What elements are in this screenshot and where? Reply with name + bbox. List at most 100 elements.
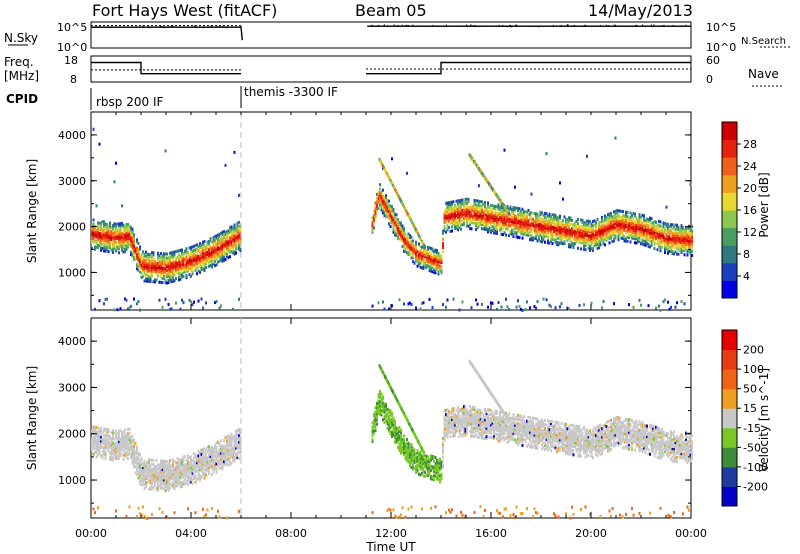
velocity-echo [236, 441, 239, 445]
power-echo [553, 219, 555, 223]
power-echo [599, 243, 602, 247]
power-echo [475, 211, 477, 215]
power-echo [548, 220, 551, 224]
power-echo [602, 237, 605, 241]
power-echo [410, 248, 413, 252]
power-echo-near [536, 300, 539, 304]
power-echo [449, 209, 452, 213]
power-echo [197, 255, 200, 259]
power-echo [379, 183, 381, 187]
power-echo [187, 265, 189, 269]
velocity-echo [166, 466, 168, 470]
velocity-echo [226, 447, 228, 451]
power-echo [614, 226, 617, 230]
velocity-echo [220, 466, 222, 470]
power-echo [239, 238, 242, 242]
velocity-echo [116, 454, 119, 458]
power-echo [662, 233, 665, 237]
power-echo [608, 218, 611, 222]
power-echo [503, 214, 506, 218]
velocity-echo [220, 457, 222, 461]
power-echo [595, 224, 597, 228]
power-echo [92, 234, 95, 238]
power-echo [647, 236, 650, 240]
power-echo [131, 235, 134, 239]
power-echo [646, 234, 648, 238]
velocity-echo [112, 441, 114, 445]
power-echo [670, 225, 672, 229]
power-echo [137, 248, 140, 252]
power-echo [127, 235, 129, 239]
power-echo [629, 240, 632, 244]
power-echo [158, 280, 161, 284]
velocity-echo-near [92, 507, 95, 511]
power-echo [628, 233, 630, 237]
power-echo [503, 220, 506, 224]
power-echo [388, 222, 390, 226]
power-echo [523, 226, 525, 230]
velocity-echo [179, 483, 182, 487]
power-echo [586, 240, 588, 244]
power-echo [134, 247, 137, 251]
power-echo [613, 231, 615, 235]
power-echo [440, 271, 443, 275]
power-echo [211, 255, 213, 259]
power-echo [463, 202, 465, 206]
velocity-echo [197, 460, 200, 464]
velocity-echo [164, 480, 167, 484]
power-echo [475, 199, 477, 203]
nsky-noise-dot [109, 26, 111, 29]
power-echo [557, 220, 560, 224]
power-echo [139, 259, 141, 263]
power-echo [106, 239, 108, 243]
velocity-echo [175, 478, 177, 482]
power-echo [116, 228, 119, 232]
power-echo [497, 219, 500, 223]
power-echo [542, 221, 545, 225]
power-echo [563, 234, 566, 238]
power-echo [574, 223, 576, 227]
power-echo [613, 233, 615, 237]
power-echo [379, 203, 381, 207]
power-echo [463, 212, 465, 216]
power-echo [382, 205, 384, 209]
power-echo [547, 241, 549, 245]
power-echo [479, 216, 482, 220]
power-echo [572, 243, 575, 247]
velocity-echo [131, 453, 134, 457]
power-echo [179, 257, 182, 261]
power-echo [535, 226, 537, 230]
velocity-echo [376, 412, 378, 416]
power-echo [659, 230, 662, 234]
velocity-echo [118, 450, 120, 454]
power-echo [395, 221, 398, 225]
power-echo [659, 224, 662, 228]
power-echo [542, 223, 545, 227]
power-echo [469, 227, 471, 231]
power-echo [520, 228, 522, 232]
power-echo [400, 234, 402, 238]
power-echo [149, 253, 152, 257]
power-echo [457, 220, 459, 224]
power-echo [160, 262, 162, 266]
power-echo [436, 255, 438, 259]
power-echo [212, 235, 215, 239]
power-echo [545, 234, 548, 238]
power-echo [643, 224, 645, 228]
velocity-echo [124, 445, 126, 449]
velocity-echo [383, 408, 386, 412]
power-echo [109, 225, 111, 229]
power-echo [653, 232, 656, 236]
power-echo [148, 255, 150, 259]
velocity-echo [173, 470, 176, 474]
power-echo [524, 228, 527, 232]
power-echo [215, 255, 218, 259]
power-echo [101, 246, 104, 250]
power-echo [232, 234, 234, 238]
power-echo [236, 236, 239, 240]
velocity-echo [161, 467, 164, 471]
velocity-echo [140, 456, 143, 460]
power-echo-near [98, 299, 101, 303]
power-echo [145, 273, 147, 277]
power-echo [403, 231, 405, 235]
